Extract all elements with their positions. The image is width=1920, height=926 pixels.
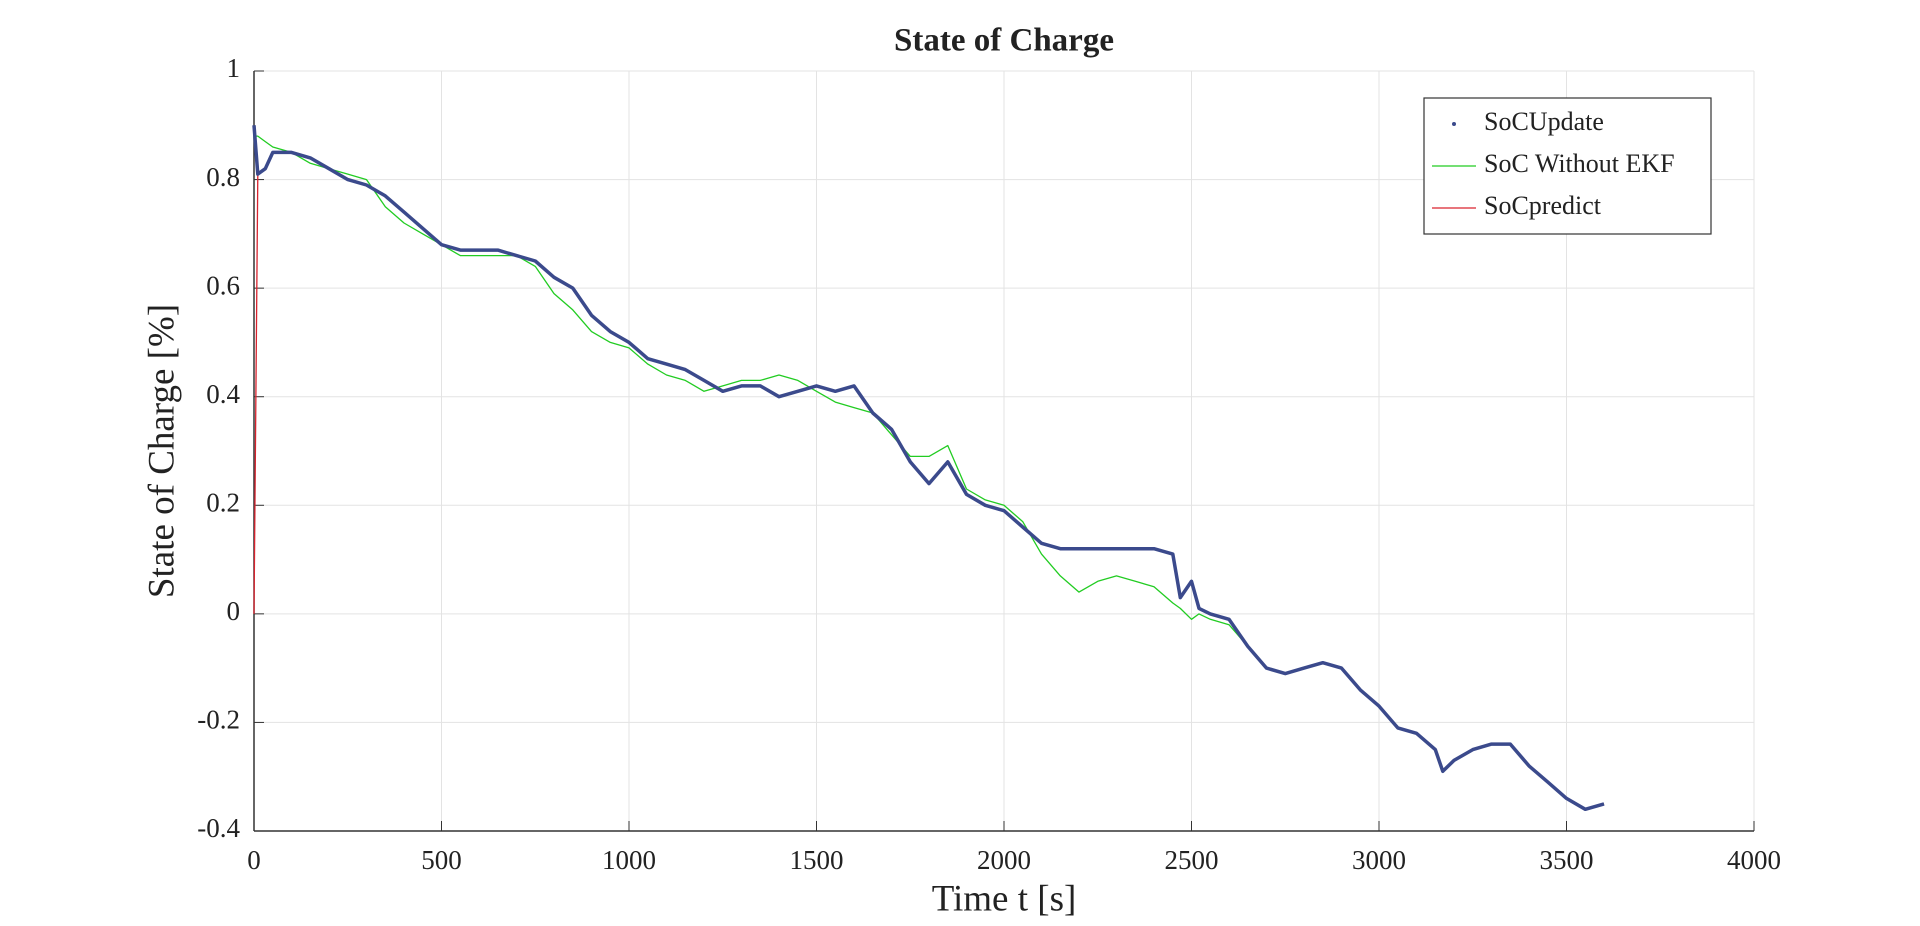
y-tick-label: 0.4 (206, 379, 240, 409)
x-tick-label: 1000 (602, 845, 656, 875)
x-tick-label: 4000 (1727, 845, 1781, 875)
legend-label: SoCpredict (1484, 191, 1602, 220)
x-tick-label: 500 (421, 845, 462, 875)
x-tick-label: 0 (247, 845, 261, 875)
y-tick-label: -0.2 (197, 705, 240, 735)
y-axis-label: State of Charge [%] (141, 304, 182, 598)
x-tick-label: 2500 (1165, 845, 1219, 875)
y-tick-label: 0.2 (206, 487, 240, 517)
x-tick-label: 1500 (790, 845, 844, 875)
x-axis-label: Time t [s] (932, 878, 1077, 919)
y-tick-label: 1 (227, 53, 241, 83)
legend-swatch (1452, 122, 1456, 126)
y-tick-label: 0 (227, 596, 241, 626)
y-tick-label: 0.6 (206, 270, 240, 300)
y-tick-label: 0.8 (206, 162, 240, 192)
chart-title: State of Charge (894, 23, 1114, 59)
x-tick-label: 3500 (1540, 845, 1594, 875)
legend-label: SoC Without EKF (1484, 149, 1675, 178)
x-tick-label: 2000 (977, 845, 1031, 875)
legend-label: SoCUpdate (1484, 107, 1604, 136)
x-tick-label: 3000 (1352, 845, 1406, 875)
y-tick-label: -0.4 (197, 813, 240, 843)
series-line (252, 125, 1605, 812)
